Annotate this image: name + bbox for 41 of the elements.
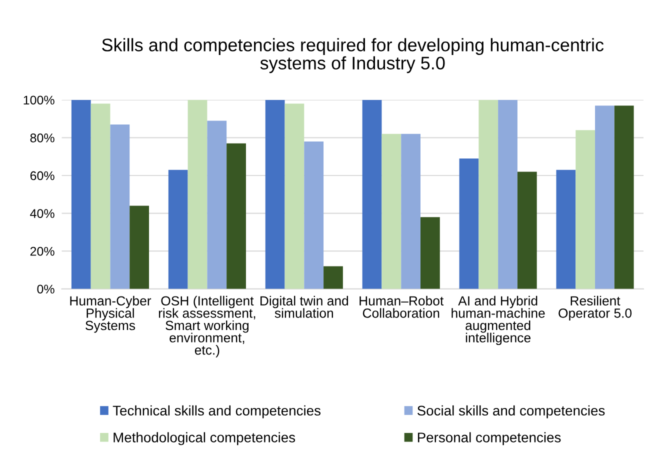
bar [362, 100, 382, 289]
bar [576, 130, 596, 289]
bar [459, 158, 479, 289]
bar [614, 106, 634, 289]
x-tick-label: AI and Hybrid human-machine augmented intelligence [452, 296, 545, 346]
chart-title: Skills and competencies required for developing human-centric systems of Industry 5.0 [102, 38, 604, 74]
y-tick-label: 80% [30, 134, 54, 142]
x-tick-label: Human–Robot Collaboration [360, 296, 444, 318]
x-tick-label: Digital twin and simulation [260, 296, 348, 318]
bar [90, 104, 110, 289]
bar [226, 143, 246, 289]
bar [168, 170, 188, 289]
bar [478, 100, 498, 289]
bar [284, 104, 304, 289]
y-tick-label: 0% [37, 284, 54, 294]
x-tick-label: OSH (Intelligent risk assessment, Smart working environment, etc.) [158, 296, 256, 358]
bar [265, 100, 285, 289]
legend-label: Social skills and competencies [417, 405, 605, 418]
legend-label: Methodological competencies [114, 432, 296, 446]
y-tick-label: 40% [30, 209, 54, 218]
y-tick-label: 60% [30, 171, 54, 180]
bar [110, 124, 130, 289]
bar [556, 170, 576, 289]
bar [498, 100, 518, 289]
x-tick-label: Resilient Operator 5.0 [558, 296, 632, 320]
bar [130, 206, 150, 289]
y-tick-label: 100% [24, 96, 54, 105]
bar [517, 172, 537, 289]
bar [304, 141, 324, 289]
x-tick-label: Human-Cyber Physical Systems [70, 296, 152, 333]
bar [324, 266, 343, 289]
bar [401, 134, 420, 289]
bar [595, 106, 614, 289]
bar [382, 134, 402, 289]
bar [420, 217, 440, 289]
bar [188, 100, 208, 289]
y-tick-label: 20% [30, 246, 54, 256]
bar [207, 120, 227, 289]
legend-label: Technical skills and competencies [112, 405, 320, 418]
bar [71, 100, 91, 289]
legend-label: Personal competencies [418, 432, 561, 446]
